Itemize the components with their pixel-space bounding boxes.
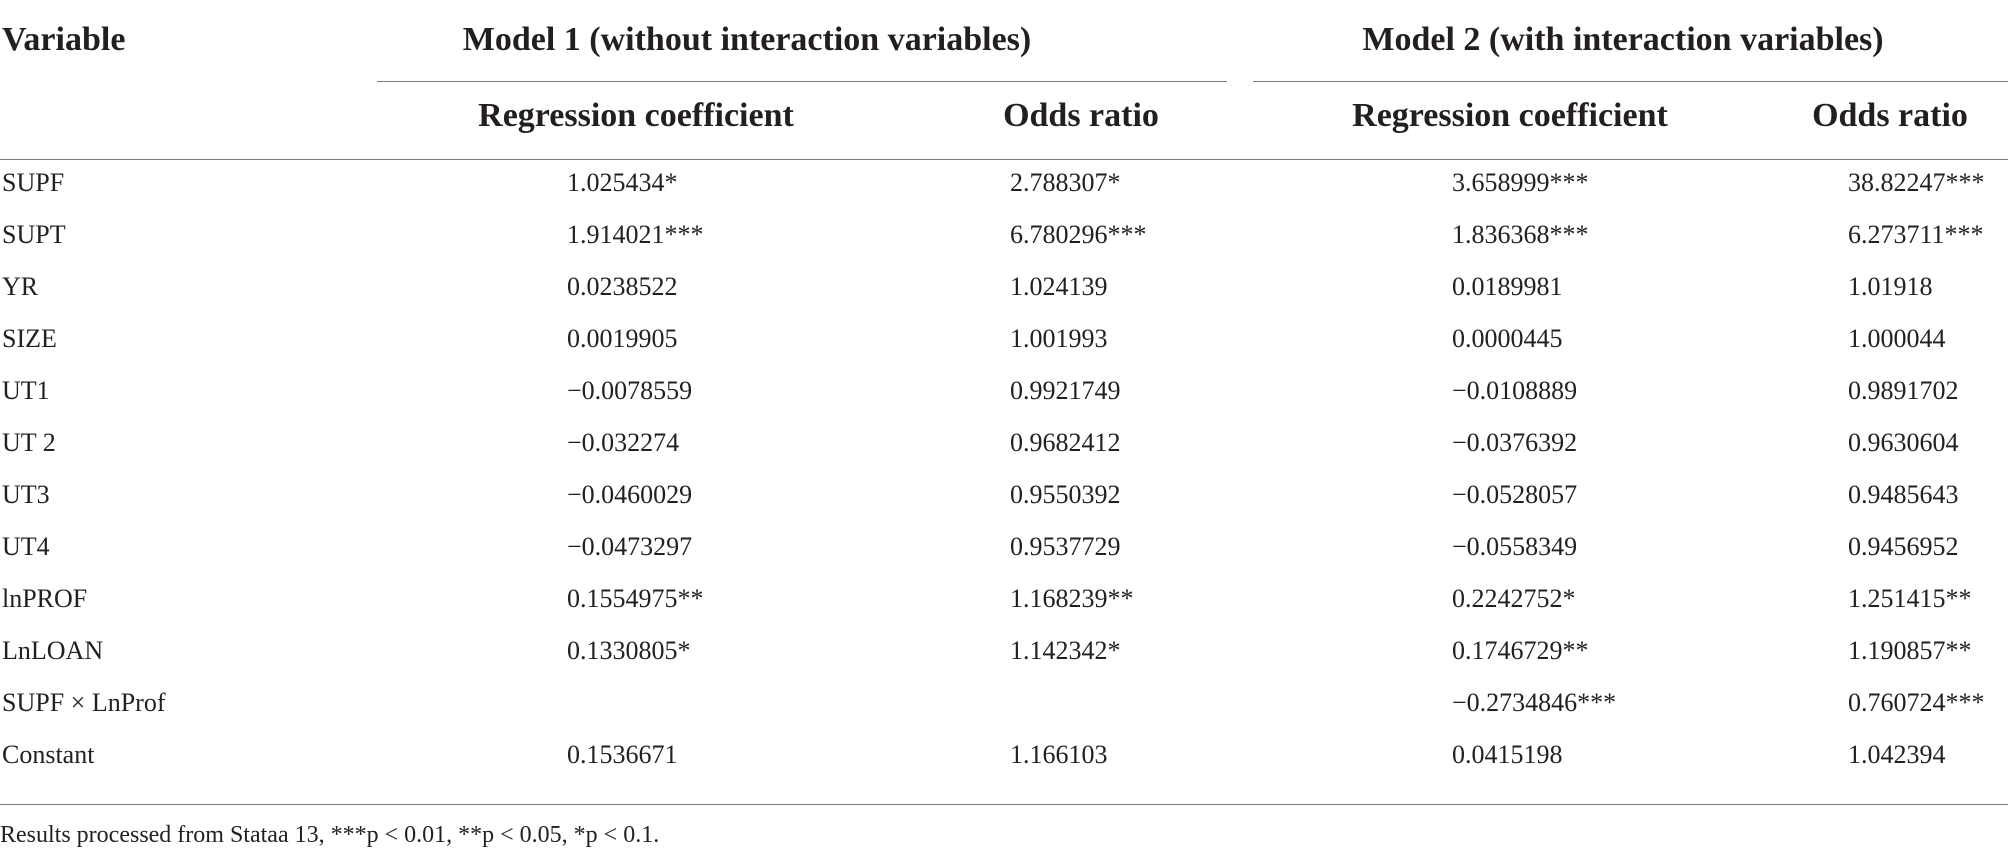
m1-or-cell: 0.9537729 bbox=[1010, 532, 1121, 561]
m2-coef-cell: −0.0376392 bbox=[1452, 428, 1578, 457]
m1-or-cell: 2.788307* bbox=[1010, 168, 1121, 197]
m1-or-cell: 1.166103 bbox=[1010, 740, 1108, 769]
m1-or-header: Odds ratio bbox=[1003, 97, 1159, 134]
m2-or-cell: 38.82247*** bbox=[1848, 168, 1985, 197]
table-row: SUPT 1.914021*** 6.780296*** 1.836368*** 6.2… bbox=[0, 216, 2008, 268]
variable-cell: Constant bbox=[2, 740, 95, 769]
m1-coef-cell: 0.0238522 bbox=[567, 272, 678, 301]
variable-cell: lnPROF bbox=[2, 584, 88, 613]
m1-or-cell: 1.024139 bbox=[1010, 272, 1108, 301]
m1-or-cell: 1.168239** bbox=[1010, 584, 1134, 613]
m1-coef-cell: 0.1554975** bbox=[567, 584, 704, 613]
table-row: YR 0.0238522 1.024139 0.0189981 1.01918 bbox=[0, 268, 2008, 320]
m2-or-cell: 1.000044 bbox=[1848, 324, 1946, 353]
m2-coef-cell: −0.0558349 bbox=[1452, 532, 1578, 561]
m2-coef-cell: 0.0415198 bbox=[1452, 740, 1563, 769]
model1-header: Model 1 (without interaction variables) bbox=[462, 21, 1032, 58]
variable-cell: UT 2 bbox=[2, 428, 56, 457]
m2-or-cell: 6.273711*** bbox=[1848, 220, 1984, 249]
variable-cell: LnLOAN bbox=[2, 636, 104, 665]
table-row: UT3 −0.0460029 0.9550392 −0.0528057 0.948564… bbox=[0, 476, 2008, 528]
m1-or-cell: 1.142342* bbox=[1010, 636, 1121, 665]
m1-coef-cell: 0.0019905 bbox=[567, 324, 678, 353]
m2-coef-cell: 3.658999*** bbox=[1452, 168, 1589, 197]
m1-coef-cell: 1.025434* bbox=[567, 168, 678, 197]
m2-or-cell: 1.190857** bbox=[1848, 636, 1972, 665]
m2-or-cell: 0.9456952 bbox=[1848, 532, 1959, 561]
m2-or-cell: 0.760724*** bbox=[1848, 688, 1985, 717]
m2-coef-cell: −0.0528057 bbox=[1452, 480, 1578, 509]
m1-coef-cell: 0.1330805* bbox=[567, 636, 691, 665]
table-row: SUPF × LnProf −0.2734846*** 0.760724*** bbox=[0, 684, 2008, 736]
m2-or-cell: 0.9891702 bbox=[1848, 376, 1959, 405]
m2-coef-header: Regression coefficient bbox=[1352, 97, 1668, 134]
model2-header: Model 2 (with interaction variables) bbox=[1362, 21, 1884, 58]
m2-coef-cell: 0.0000445 bbox=[1452, 324, 1563, 353]
m1-coef-cell: −0.0460029 bbox=[567, 480, 693, 509]
table-body: SUPF 1.025434* 2.788307* 3.658999*** 38.8224… bbox=[0, 164, 2008, 788]
model2-underline bbox=[1253, 81, 2008, 82]
table-row: SUPF 1.025434* 2.788307* 3.658999*** 38.8224… bbox=[0, 164, 2008, 216]
model1-underline bbox=[377, 81, 1227, 82]
variable-cell: YR bbox=[2, 272, 39, 301]
m2-coef-cell: 0.1746729** bbox=[1452, 636, 1589, 665]
table-row: UT1 −0.0078559 0.9921749 −0.0108889 0.989170… bbox=[0, 372, 2008, 424]
variable-cell: UT1 bbox=[2, 376, 50, 405]
table-row: SIZE 0.0019905 1.001993 0.0000445 1.000044 bbox=[0, 320, 2008, 372]
header-bottom-rule bbox=[0, 159, 2008, 160]
m2-or-cell: 1.251415** bbox=[1848, 584, 1972, 613]
variable-header: Variable bbox=[2, 21, 126, 58]
m2-or-cell: 0.9630604 bbox=[1848, 428, 1959, 457]
table-row: Constant 0.1536671 1.166103 0.0415198 1.0423… bbox=[0, 736, 2008, 788]
variable-cell: SUPF bbox=[2, 168, 65, 197]
table-row: UT4 −0.0473297 0.9537729 −0.0558349 0.945695… bbox=[0, 528, 2008, 580]
m2-or-cell: 1.042394 bbox=[1848, 740, 1946, 769]
table-footnote: Results processed from Stataa 13, ***p <… bbox=[0, 822, 660, 848]
m1-coef-cell: 1.914021*** bbox=[567, 220, 704, 249]
m1-or-cell: 6.780296*** bbox=[1010, 220, 1147, 249]
table-row: LnLOAN 0.1330805* 1.142342* 0.1746729** 1.19… bbox=[0, 632, 2008, 684]
m2-coef-cell: 0.0189981 bbox=[1452, 272, 1563, 301]
m2-or-header: Odds ratio bbox=[1812, 97, 1968, 134]
m2-or-cell: 0.9485643 bbox=[1848, 480, 1959, 509]
m2-coef-cell: 1.836368*** bbox=[1452, 220, 1589, 249]
m2-coef-cell: −0.0108889 bbox=[1452, 376, 1578, 405]
variable-cell: UT3 bbox=[2, 480, 50, 509]
m1-or-cell: 0.9921749 bbox=[1010, 376, 1121, 405]
m1-or-cell: 0.9682412 bbox=[1010, 428, 1121, 457]
m1-coef-cell: −0.0473297 bbox=[567, 532, 693, 561]
m2-coef-cell: 0.2242752* bbox=[1452, 584, 1576, 613]
m1-coef-cell: −0.032274 bbox=[567, 428, 680, 457]
variable-cell: SUPT bbox=[2, 220, 66, 249]
table-row: lnPROF 0.1554975** 1.168239** 0.2242752* 1.2… bbox=[0, 580, 2008, 632]
m2-or-cell: 1.01918 bbox=[1848, 272, 1933, 301]
variable-cell: SIZE bbox=[2, 324, 57, 353]
m1-coef-header: Regression coefficient bbox=[478, 97, 794, 134]
m1-coef-cell: −0.0078559 bbox=[567, 376, 693, 405]
table-row: UT 2 −0.032274 0.9682412 −0.0376392 0.963060… bbox=[0, 424, 2008, 476]
m1-or-cell: 1.001993 bbox=[1010, 324, 1108, 353]
variable-cell: UT4 bbox=[2, 532, 50, 561]
m1-or-cell: 0.9550392 bbox=[1010, 480, 1121, 509]
table-bottom-rule bbox=[0, 804, 2008, 805]
variable-cell: SUPF × LnProf bbox=[2, 688, 166, 717]
m1-coef-cell: 0.1536671 bbox=[567, 740, 678, 769]
m2-coef-cell: −0.2734846*** bbox=[1452, 688, 1617, 717]
